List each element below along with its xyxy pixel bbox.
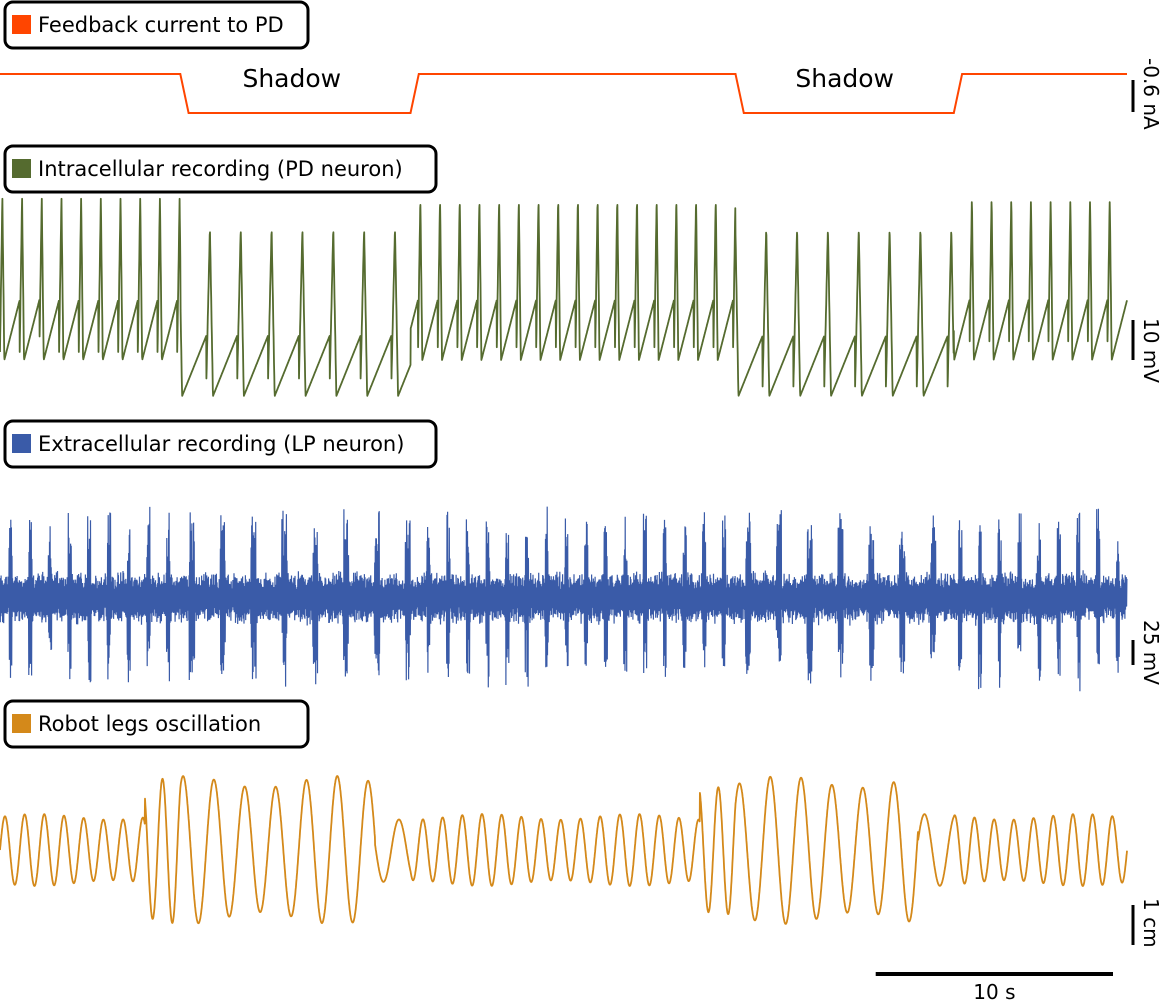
legend-swatch-pd xyxy=(12,159,31,178)
panel-feedback-current: Feedback current to PD Shadow Shadow -0.… xyxy=(0,0,1160,130)
legend-label-pd: Intracellular recording (PD neuron) xyxy=(38,157,403,181)
legend-label-current: Feedback current to PD xyxy=(38,13,284,37)
time-scalebar: 10 s xyxy=(875,972,1113,1001)
scalebar-label-lp: 25 mV xyxy=(1139,620,1160,685)
scalebar-label-pd: 10 mV xyxy=(1139,318,1160,383)
trace-feedback-current xyxy=(0,73,1127,114)
shadow-annotation-1: Shadow xyxy=(242,64,341,93)
legend-label-lp: Extracellular recording (LP neuron) xyxy=(38,432,404,456)
legend-swatch-current xyxy=(12,15,31,34)
legend-label-robot: Robot legs oscillation xyxy=(38,712,261,736)
trace-lp-neuron xyxy=(0,506,1128,692)
panel-lp-extracellular: Extracellular recording (LP neuron) 25 m… xyxy=(0,419,1160,692)
trace-pd-neuron xyxy=(0,197,1128,397)
legend-box-pd xyxy=(3,144,438,194)
time-scalebar-label: 10 s xyxy=(973,980,1015,1001)
legend-box-lp xyxy=(3,419,438,469)
legend-swatch-lp xyxy=(12,434,31,453)
scalebar-label-robot: 1 cm xyxy=(1139,898,1160,948)
legend-box-current xyxy=(3,0,310,50)
panel-robot-legs: Robot legs oscillation 1 cm xyxy=(0,699,1160,948)
panel-pd-intracellular: Intracellular recording (PD neuron) 10 m… xyxy=(0,144,1160,397)
trace-robot-legs xyxy=(0,775,1128,925)
legend-swatch-robot xyxy=(12,714,31,733)
shadow-annotation-2: Shadow xyxy=(795,64,894,93)
legend-box-robot xyxy=(3,699,310,749)
scalebar-label-current: -0.6 nA xyxy=(1139,58,1160,130)
